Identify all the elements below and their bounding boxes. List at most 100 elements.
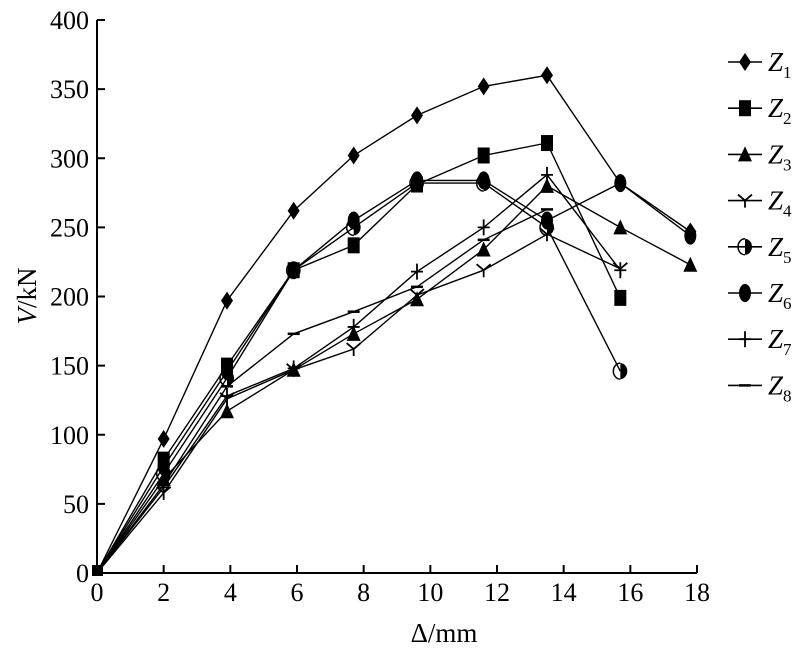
series-z3 [96,177,698,574]
data-point-z6 [157,457,170,476]
series-line-z1 [96,74,691,574]
legend-label-sub: 8 [783,386,792,405]
x-tick-label: 16 [617,578,643,607]
legend-label-z4: Z4 [768,186,792,221]
legend-label-z7: Z7 [768,324,792,359]
svg-text:V/kN: V/kN [12,268,42,325]
x-tick-label: 8 [357,578,370,607]
x-tick-label: 18 [684,578,710,607]
x-tick-label: 12 [484,578,510,607]
data-point-z7 [347,318,360,335]
legend-label-sub: 5 [783,248,792,267]
series-z1 [96,66,697,574]
data-point-z4 [346,342,362,357]
data-point-z1 [287,201,300,220]
data-point-z4 [476,263,492,278]
data-point-z7 [221,388,233,405]
data-point-z5 [612,362,628,380]
data-point-z7 [541,166,553,183]
legend-label-z6: Z6 [768,278,792,313]
data-point-z2 [614,289,627,306]
data-point-z7 [477,219,490,236]
legend-label-sub: 2 [783,109,792,128]
legend-item-z5: Z5 [728,232,792,267]
data-point-z1 [157,429,170,448]
x-tick-label: 4 [224,578,237,607]
data-point-z1 [347,146,360,165]
y-tick-label: 350 [50,75,89,104]
legend-marker-z2 [739,100,751,117]
legend-label-z8: Z8 [768,370,792,405]
legend-label-z2: Z2 [768,93,792,128]
legend-label-sub: 4 [783,202,792,221]
y-tick-label: 50 [63,490,89,519]
legend-label-sub: 6 [783,294,792,313]
x-tick-label: 2 [157,578,170,607]
data-point-z7 [614,262,627,279]
legend-marker-z5 [737,238,752,256]
legend-item-z3: Z3 [728,139,792,174]
legend-label-sub: 1 [783,63,792,82]
data-point-z6 [541,211,553,230]
series-line-z4 [96,233,621,574]
series-z6 [96,171,697,574]
data-point-z1 [221,291,233,310]
legend-label-main: Z [768,186,784,216]
legend-marker-z3 [738,146,752,162]
legend-item-z7: Z7 [728,324,792,359]
legend-label-main: Z [768,93,784,123]
axes-layer [96,20,697,574]
legend-label-main: Z [768,324,784,354]
data-point-z1 [411,106,423,125]
x-tick-label: 14 [551,578,577,607]
x-tick-label: 6 [291,578,304,607]
legend-label-sub: 7 [783,340,792,359]
y-axis-title-unit: /kN [12,268,42,309]
legend-item-z4: Z4 [728,186,792,221]
legend-label-main: Z [768,278,784,308]
series-z7 [96,166,627,574]
legend-item-z8: Z8 [728,370,792,405]
legend-label-main: Z [768,47,784,77]
data-point-z3 [476,241,491,257]
legend-label-main: Z [768,139,784,169]
y-tick-label: 200 [50,283,89,312]
data-point-z6 [287,261,300,280]
legend-marker-z4 [737,193,753,208]
data-point-z4 [409,288,425,303]
legend-marker-z6 [739,284,751,302]
legend-item-z6: Z6 [728,278,792,313]
series-line-z7 [96,173,621,574]
legend-label-main: Z [768,370,784,400]
data-point-z2 [541,135,553,152]
y-tick-label: 300 [50,144,89,173]
series-line-z3 [96,185,691,574]
legend-label-z3: Z3 [768,139,792,174]
legend-marker-z1 [739,53,751,71]
data-point-z7 [287,360,300,377]
data-point-z6 [347,211,360,230]
x-axis-title: Δ/mm [411,618,478,648]
y-axis-title-var: V [12,305,42,325]
legend-label-sub: 3 [783,155,792,174]
y-tick-label: 400 [50,6,89,35]
y-tick-label: 100 [50,421,89,450]
y-tick-label: 150 [50,352,89,381]
legend-item-z1: Z1 [728,47,792,82]
series-z8 [96,208,553,574]
data-point-z6 [684,226,697,245]
data-point-z2 [477,147,490,164]
series-z2 [96,135,627,574]
series-line-z2 [96,142,621,574]
legend-label-main: Z [768,232,784,262]
data-point-z1 [477,77,490,96]
legend-item-z2: Z2 [728,93,792,128]
data-point-z6 [221,362,233,381]
x-tick-label: 0 [91,578,104,607]
series-line-z8 [96,208,548,574]
data-point-z3 [540,177,554,193]
legend-label-z5: Z5 [768,232,792,267]
series-line-z6 [96,179,691,574]
